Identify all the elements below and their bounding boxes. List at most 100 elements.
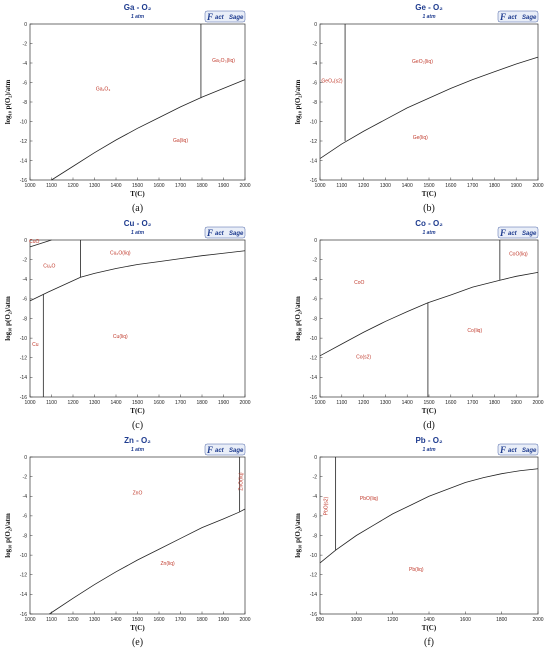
x-tick-label: 1000 [24, 617, 35, 623]
plot-frame [319, 456, 539, 615]
phase-region-label: Ga₂O₃ [96, 86, 111, 92]
logo-tail: Sage [229, 448, 244, 454]
x-axis-label: T(C) [422, 190, 437, 198]
y-tick-label: -2 [313, 41, 318, 47]
chart-title: Ga - O₂ [124, 3, 152, 12]
plot-frame [29, 23, 246, 181]
x-tick-label: 1000 [24, 183, 35, 189]
y-tick-label: -6 [23, 297, 28, 303]
x-tick-label: 2000 [532, 400, 543, 406]
x-tick-label: 1600 [460, 617, 471, 623]
y-tick-label: -14 [310, 592, 317, 598]
y-tick-label: -10 [310, 553, 317, 559]
phase-region-label: GeO₂(s2) [321, 79, 342, 85]
phase-region-label: Ga(liq) [173, 138, 188, 144]
x-axis-label: T(C) [130, 190, 145, 198]
panel-label: (c) [132, 420, 143, 431]
logo-tail: Sage [229, 231, 244, 237]
phase-boundary-line [319, 468, 539, 564]
logo-initial: F [499, 228, 506, 238]
panel-label: (a) [132, 203, 143, 214]
x-tick-label: 1000 [24, 400, 35, 406]
x-tick-label: 1900 [218, 183, 229, 189]
y-tick-label: 0 [314, 455, 317, 461]
y-tick-label: -2 [313, 474, 318, 480]
x-tick-label: 1900 [218, 617, 229, 623]
phase-region-label: Ga₂O₃(liq) [212, 58, 235, 64]
y-tick-label: -6 [313, 514, 318, 520]
y-tick-label: 0 [24, 238, 27, 244]
x-tick-label: 1500 [132, 617, 143, 623]
y-tick-label: -2 [23, 257, 28, 263]
phase-boundary-line [29, 239, 52, 248]
phase-region-label: Cu₂O(liq) [110, 251, 131, 257]
x-tick-label: 1600 [153, 400, 164, 406]
x-tick-label: 1400 [110, 183, 121, 189]
phase-region-label: Co(liq) [467, 328, 482, 334]
phase-region-label: Pb(liq) [409, 567, 424, 573]
x-tick-label: 1400 [402, 183, 413, 189]
y-tick-label: -10 [20, 119, 27, 125]
chart-subtitle: 1 atm [422, 14, 436, 20]
x-tick-label: 1500 [132, 183, 143, 189]
y-tick-label: -12 [310, 356, 317, 362]
logo-badge [204, 443, 246, 456]
chart-title: Ge - O₂ [415, 3, 443, 12]
chart-subtitle: 1 atm [131, 447, 145, 453]
x-tick-label: 1100 [336, 183, 347, 189]
y-axis-label: log₁₀ p(O₂)/atm [294, 80, 302, 125]
y-tick-label: -10 [20, 336, 27, 342]
y-tick-label: -16 [20, 612, 27, 618]
y-tick-label: -8 [313, 316, 318, 322]
phase-region-label: Co(s2) [356, 355, 371, 361]
x-tick-label: 1600 [153, 617, 164, 623]
x-tick-label: 1100 [46, 183, 57, 189]
y-tick-label: -12 [310, 573, 317, 579]
y-tick-label: -12 [20, 139, 27, 145]
y-tick-label: -10 [20, 553, 27, 559]
x-tick-label: 2000 [532, 617, 543, 623]
logo-badge [204, 226, 246, 239]
phase-boundary-line [51, 79, 246, 181]
y-tick-label: -16 [20, 178, 27, 184]
y-tick-label: 0 [24, 455, 27, 461]
y-tick-label: -4 [313, 277, 318, 283]
chart-subtitle: 1 atm [131, 230, 145, 236]
x-tick-label: 1900 [218, 400, 229, 406]
y-axis-label: log₁₀ p(O₂)/atm [294, 513, 302, 558]
x-tick-label: 1800 [196, 183, 207, 189]
phase-region-label: Cu [32, 342, 39, 348]
phase-region-label: Ge(liq) [413, 135, 428, 141]
y-tick-label: 0 [314, 238, 317, 244]
chart-title: Pb - O₂ [415, 436, 443, 445]
logo-badge [497, 443, 539, 456]
x-tick-label: 1800 [496, 617, 507, 623]
phase-region-label: CuO [29, 239, 39, 245]
y-tick-label: -14 [310, 158, 317, 164]
x-tick-label: 1800 [489, 400, 500, 406]
x-tick-label: 2000 [239, 400, 250, 406]
y-tick-label: -12 [310, 139, 317, 145]
x-tick-label: 1700 [175, 183, 186, 189]
x-tick-label: 1100 [336, 400, 347, 406]
panel-label: (d) [423, 420, 435, 431]
x-tick-label: 1300 [89, 400, 100, 406]
logo-badge [497, 226, 539, 239]
x-tick-label: 800 [316, 617, 325, 623]
y-tick-label: -10 [310, 119, 317, 125]
logo-word: act [215, 15, 225, 21]
logo-word: act [508, 231, 518, 237]
phase-region-label: Cu₂O [43, 263, 55, 269]
phase-region-label: PbO(s2) [323, 496, 329, 515]
y-tick-label: -12 [20, 573, 27, 579]
y-tick-label: -4 [313, 494, 318, 500]
y-axis-label: log₁₀ p(O₂)/atm [4, 513, 12, 558]
y-tick-label: -16 [310, 612, 317, 618]
y-tick-label: -14 [310, 375, 317, 381]
x-tick-label: 1300 [89, 183, 100, 189]
x-axis-label: T(C) [130, 407, 145, 415]
phase-region-label: CoO(liq) [509, 252, 528, 258]
